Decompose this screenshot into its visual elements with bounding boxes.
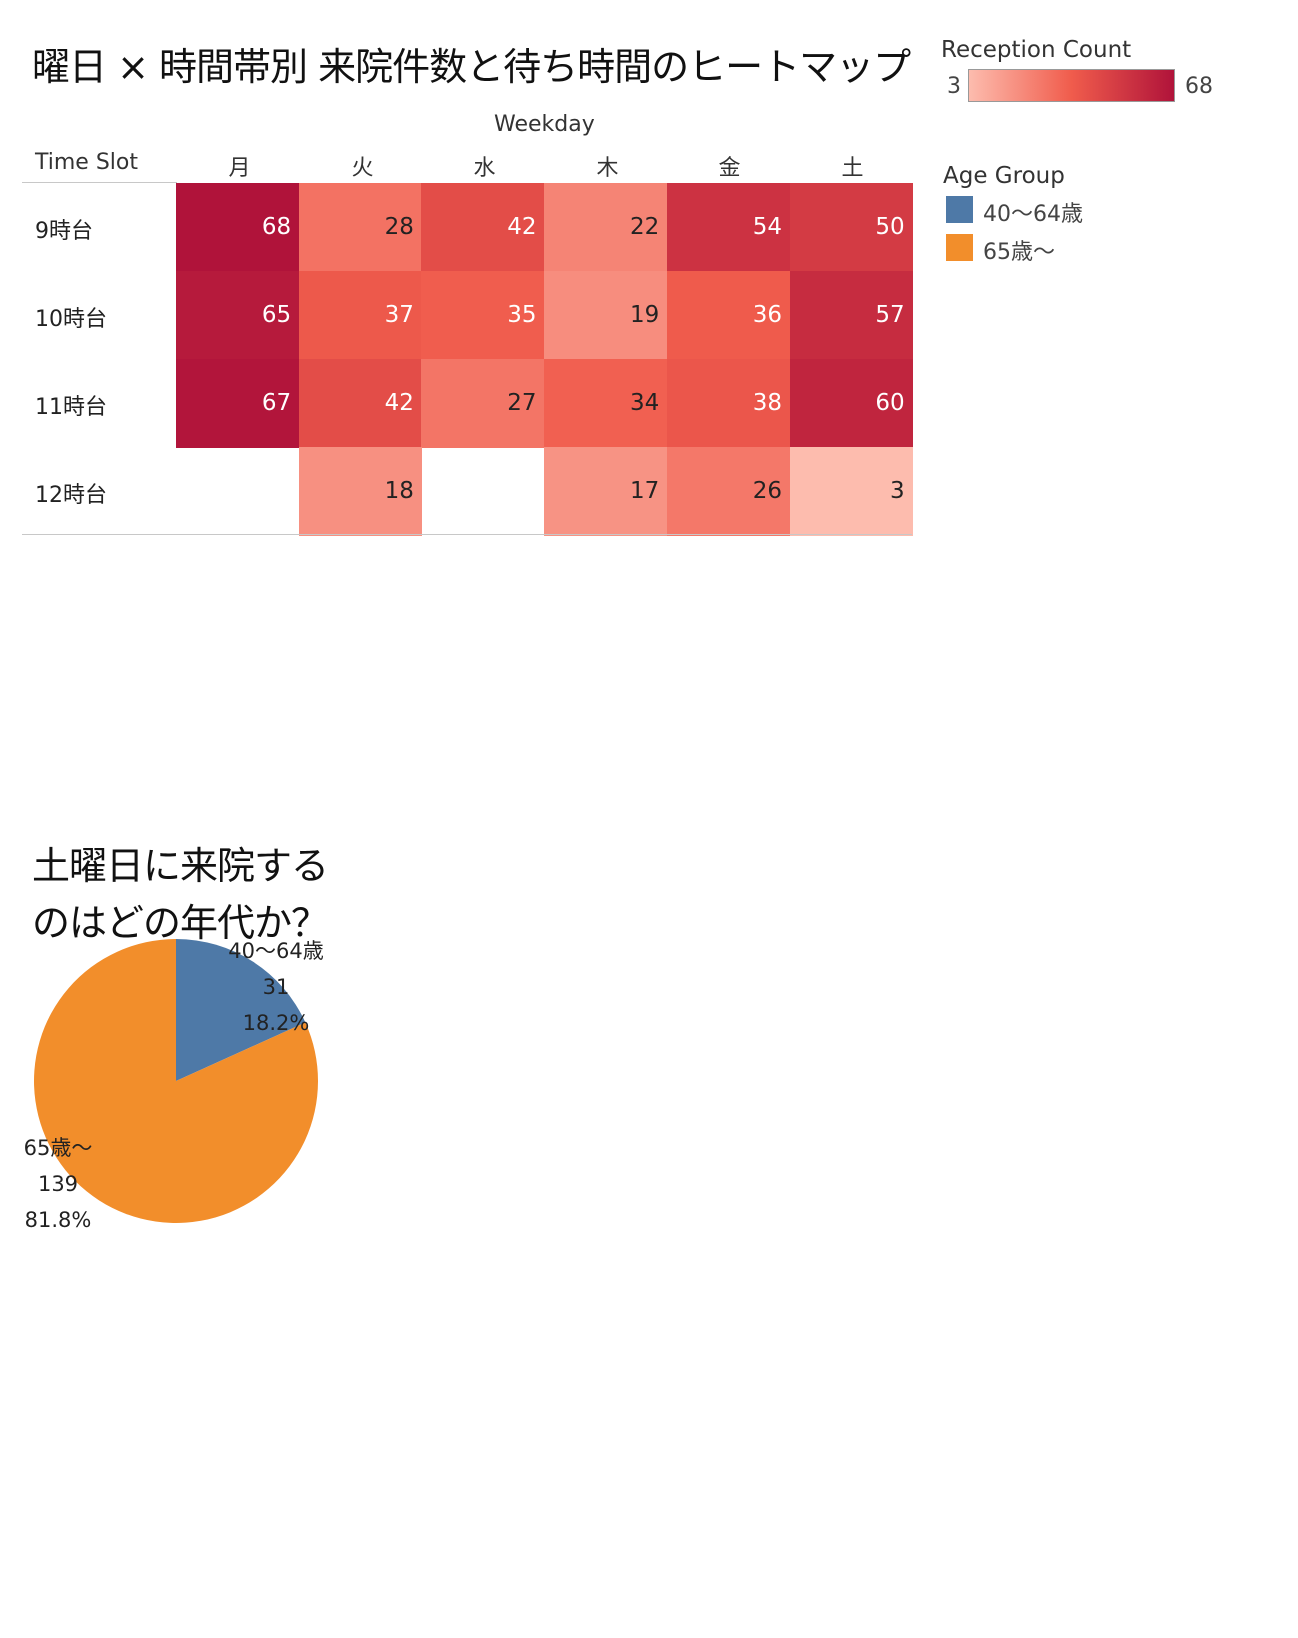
- heatmap-cell-value: 42: [384, 390, 414, 417]
- heatmap-cell[interactable]: 38: [666, 359, 790, 448]
- color-legend-max: 68: [1185, 74, 1213, 99]
- x-axis-title: Weekday: [494, 112, 595, 137]
- heatmap-cell-value: 28: [384, 214, 414, 241]
- column-header: 土: [841, 156, 864, 181]
- heatmap-cell-value: 60: [875, 390, 905, 417]
- heatmap-cell[interactable]: 17: [544, 447, 668, 536]
- heatmap-cell[interactable]: 67: [176, 359, 300, 448]
- column-header: 木: [596, 156, 619, 181]
- heatmap-cell-value: 54: [752, 214, 782, 241]
- pie-slice-value: 31: [262, 975, 290, 999]
- heatmap-cell-value: 38: [752, 390, 782, 417]
- heatmap-cell[interactable]: 18: [298, 447, 422, 536]
- heatmap-cell-value: 19: [630, 302, 660, 329]
- header-divider: [22, 182, 177, 183]
- pie-label-40-64: 40〜64歳 31 18.2%: [216, 933, 336, 1041]
- column-header: 火: [351, 156, 374, 181]
- heatmap-cell[interactable]: 28: [298, 183, 422, 272]
- heatmap-cell[interactable]: 35: [421, 271, 545, 360]
- pie-title: 土曜日に来院する のはどの年代か？: [32, 838, 329, 952]
- heatmap-cell[interactable]: 60: [789, 359, 913, 448]
- pie-slice-name: 65歳〜: [23, 1136, 93, 1160]
- heatmap-cell-value: 67: [261, 390, 292, 417]
- heatmap-cell-value: 26: [752, 478, 782, 505]
- heatmap-cell-value: 22: [630, 214, 660, 241]
- heatmap-cell[interactable]: 68: [176, 183, 300, 272]
- age-legend-swatch: [946, 234, 973, 261]
- heatmap-cell-value: 17: [630, 478, 660, 505]
- heatmap-cell-value: 35: [507, 302, 537, 329]
- color-legend-title: Reception Count: [941, 37, 1132, 63]
- heatmap-cell[interactable]: 42: [421, 183, 545, 272]
- age-legend-title: Age Group: [943, 163, 1065, 189]
- heatmap-cell-value: 3: [890, 478, 905, 505]
- heatmap-cell-value: 36: [752, 302, 782, 329]
- heatmap-title: 曜日 × 時間帯別 来院件数と待ち時間のヒートマップ: [32, 45, 911, 89]
- heatmap-cell[interactable]: 27: [421, 359, 545, 448]
- color-legend-min: 3: [947, 74, 961, 99]
- heatmap-cell[interactable]: 57: [789, 271, 913, 360]
- row-header: 11時台: [35, 395, 107, 420]
- row-header: 10時台: [35, 307, 107, 332]
- column-header: 水: [473, 156, 496, 181]
- pie-label-65-plus: 65歳〜 139 81.8%: [8, 1130, 108, 1238]
- pie-title-line: 土曜日に来院する: [32, 844, 329, 888]
- color-legend-gradient: [968, 69, 1175, 102]
- heatmap-cell[interactable]: 19: [544, 271, 668, 360]
- pie-chart: [33, 939, 318, 1223]
- heatmap-cell-value: 42: [507, 214, 537, 241]
- heatmap-cell-value: 65: [261, 302, 292, 329]
- row-header: 9時台: [35, 219, 93, 244]
- heatmap-cell[interactable]: 42: [298, 359, 422, 448]
- y-axis-title: Time Slot: [35, 150, 138, 175]
- heatmap-bottom-divider: [22, 534, 912, 535]
- heatmap-cell[interactable]: 54: [666, 183, 790, 272]
- pie-slice-value: 139: [37, 1172, 79, 1196]
- age-legend-swatch: [946, 196, 973, 223]
- heatmap-cell[interactable]: 36: [666, 271, 790, 360]
- pie-slice[interactable]: [33, 939, 318, 1223]
- heatmap-cell-value: 57: [875, 302, 905, 329]
- heatmap-cell-value: 27: [507, 390, 537, 417]
- heatmap-cell-value: 18: [384, 478, 414, 505]
- pie-title-line: のはどの年代か？: [32, 901, 329, 945]
- heatmap-cell[interactable]: 65: [176, 271, 300, 360]
- heatmap-cell-value: 34: [630, 390, 660, 417]
- pie-slice-name: 40〜64歳: [228, 939, 324, 963]
- heatmap-cell[interactable]: 26: [666, 447, 790, 536]
- row-header: 12時台: [35, 483, 107, 508]
- pie-slice[interactable]: [176, 939, 306, 1081]
- heatmap-cell-value: 37: [384, 302, 414, 329]
- heatmap-cell[interactable]: 50: [789, 183, 913, 272]
- heatmap-cell-value: 50: [875, 214, 905, 241]
- heatmap-cell[interactable]: 22: [544, 183, 668, 272]
- age-legend-label: 65歳〜: [983, 240, 1055, 265]
- heatmap-cell-value: 68: [261, 214, 292, 241]
- heatmap-cell[interactable]: 3: [789, 447, 913, 536]
- age-legend-label: 40〜64歳: [983, 202, 1083, 227]
- column-header: 金: [718, 156, 741, 181]
- pie-slice-percent: 81.8%: [24, 1208, 92, 1232]
- column-header: 月: [228, 156, 251, 181]
- heatmap-cell[interactable]: 37: [298, 271, 422, 360]
- pie-slice-percent: 18.2%: [242, 1011, 310, 1035]
- heatmap-cell[interactable]: 34: [544, 359, 668, 448]
